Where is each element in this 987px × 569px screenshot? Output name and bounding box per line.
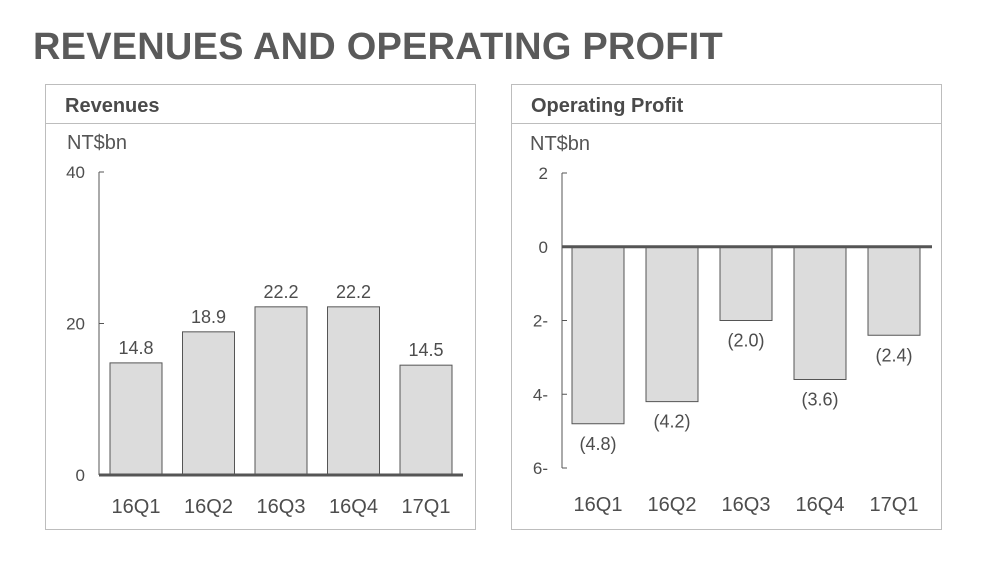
operating-profit-bar: [645, 246, 699, 403]
revenues-category-label: 16Q2: [184, 496, 233, 518]
revenues-category-label: 16Q4: [329, 496, 378, 518]
revenues-bar: [109, 362, 163, 476]
operating-profit-panel-header: Operating Profit: [512, 85, 941, 124]
revenues-y-tick-label: 20: [66, 315, 85, 334]
revenues-bar: [399, 364, 453, 476]
revenues-data-label: 18.9: [191, 307, 226, 327]
revenues-data-label: 14.8: [118, 338, 153, 358]
operating-profit-unit-label: NT$bn: [530, 133, 591, 155]
operating-profit-bar: [719, 246, 773, 321]
revenues-category-label: 16Q1: [112, 496, 161, 518]
operating-profit-category-label: 16Q4: [796, 494, 845, 516]
operating-profit-bar: [571, 246, 625, 425]
operating-profit-bar: [793, 246, 847, 380]
operating-profit-data-label: (4.8): [579, 434, 616, 454]
operating-profit-data-label: (3.6): [801, 390, 838, 410]
operating-profit-chart-title: Operating Profit: [531, 95, 684, 117]
operating-profit-y-tick-label: 2-: [533, 312, 548, 331]
revenues-chart: 0 20 40 14.8 16Q1 18.9 16Q2 22.2 16Q3 22.2 16Q4 14.…: [66, 163, 463, 518]
operating-profit-y-tick-label: 0: [539, 238, 548, 257]
operating-profit-chart: 2 0 2- 4- 6- (4.8) 16Q1 (4.2) 16Q2 (2.0) 16Q3 (3.6)…: [533, 164, 932, 516]
revenues-category-label: 17Q1: [402, 496, 451, 518]
revenues-panel: Revenues NT$bn 0 20 40 14.8 16Q1 18.9 16Q2 22.2…: [45, 84, 476, 530]
revenues-data-label: 14.5: [408, 340, 443, 360]
operating-profit-data-label: (2.4): [875, 345, 912, 365]
operating-profit-category-label: 17Q1: [870, 494, 919, 516]
revenues-y-tick-label: 40: [66, 163, 85, 182]
operating-profit-category-label: 16Q3: [722, 494, 771, 516]
revenues-category-label: 16Q3: [257, 496, 306, 518]
revenues-data-label: 22.2: [263, 282, 298, 302]
operating-profit-bar: [867, 246, 921, 336]
operating-profit-category-label: 16Q2: [648, 494, 697, 516]
operating-profit-y-tick-label: 4-: [533, 385, 548, 404]
revenues-chart-title: Revenues: [65, 95, 160, 117]
operating-profit-category-label: 16Q1: [574, 494, 623, 516]
page-title: REVENUES AND OPERATING PROFIT: [33, 26, 723, 68]
operating-profit-data-label: (2.0): [727, 331, 764, 351]
revenues-y-tick-label: 0: [76, 466, 85, 485]
operating-profit-y-tick-label: 2: [539, 164, 548, 183]
operating-profit-y-tick-label: 6-: [533, 459, 548, 478]
revenues-bar: [182, 331, 235, 476]
revenues-bar: [327, 306, 380, 476]
revenues-data-label: 22.2: [336, 282, 371, 302]
revenues-panel-header: Revenues: [46, 85, 475, 124]
operating-profit-panel: Operating Profit NT$bn 2 0 2- 4- 6- (4.8) 16Q1…: [511, 84, 942, 530]
revenues-unit-label: NT$bn: [67, 132, 128, 154]
revenues-bar: [254, 306, 308, 476]
operating-profit-data-label: (4.2): [653, 412, 690, 432]
